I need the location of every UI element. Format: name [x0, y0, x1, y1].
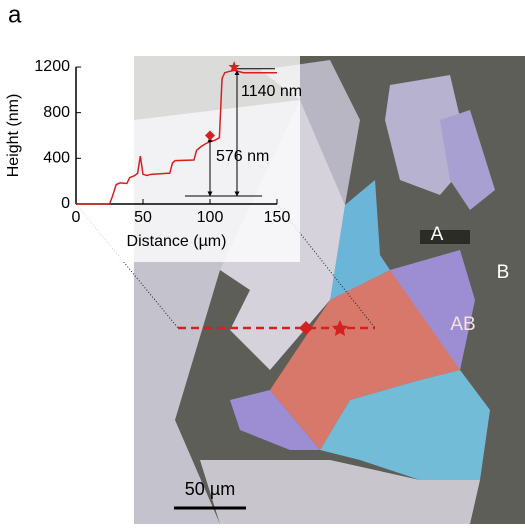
y-tick-label: 400 [43, 150, 70, 167]
region-label: B [497, 262, 510, 283]
debris [420, 230, 470, 244]
region-label: AB [450, 314, 475, 335]
y-tick-label: 800 [43, 104, 70, 121]
y-tick-label: 0 [61, 195, 70, 212]
x-tick-label: 150 [264, 209, 291, 226]
x-axis-label: Distance (µm) [127, 233, 227, 250]
figure: A B AB 50 µm a 0 50 100 150 0 400 800 1200 Dista… [0, 0, 525, 524]
y-tick-label: 1200 [34, 58, 70, 75]
annotation: 1140 nm [241, 83, 302, 100]
x-tick-label: 50 [134, 209, 152, 226]
annotation: 576 nm [216, 148, 269, 165]
y-axis-label: Height (nm) [5, 94, 22, 178]
region-label: A [431, 224, 444, 245]
panel-label: a [8, 1, 22, 28]
x-tick-label: 100 [197, 209, 224, 226]
scale-bar-label: 50 µm [185, 479, 235, 499]
x-tick-label: 0 [72, 209, 81, 226]
